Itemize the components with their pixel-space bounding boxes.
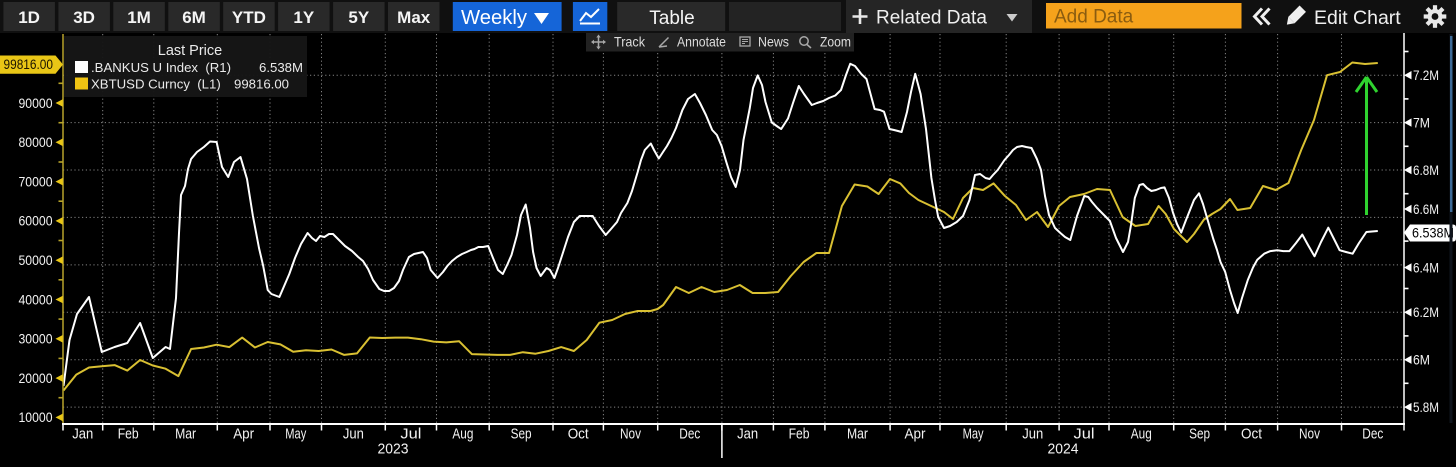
svg-text:60000: 60000 [19,214,53,229]
svg-text:Sep: Sep [1189,427,1210,443]
svg-text:99816.00: 99816.00 [234,77,289,92]
svg-text:May: May [285,427,307,443]
svg-text:6.6M: 6.6M [1413,202,1439,217]
svg-text:1Y: 1Y [293,8,314,27]
svg-text:Jul: Jul [1074,427,1095,443]
svg-text:Dec: Dec [679,427,700,443]
svg-text:XBTUSD Curncy (L1): XBTUSD Curncy (L1) [91,77,221,92]
svg-text:Annotate: Annotate [677,34,726,50]
svg-text:Dec: Dec [1362,427,1383,443]
svg-text:6.538M: 6.538M [259,60,303,75]
svg-text:Related Data: Related Data [876,8,987,29]
svg-text:80000: 80000 [19,135,53,150]
svg-text:Nov: Nov [620,427,642,443]
svg-text:Max: Max [397,8,431,27]
svg-text:Jul: Jul [400,427,421,443]
svg-text:Oct: Oct [1241,427,1262,443]
svg-text:Jun: Jun [343,427,364,443]
svg-text:Apr: Apr [905,427,926,443]
svg-text:News: News [758,34,789,50]
svg-text:Aug: Aug [1131,427,1152,443]
svg-text:20000: 20000 [19,371,53,386]
svg-text:6.538M: 6.538M [1412,226,1454,241]
svg-text:Apr: Apr [233,427,254,443]
svg-text:99816.00: 99816.00 [4,57,54,72]
svg-text:50000: 50000 [19,253,53,268]
svg-text:YTD: YTD [232,8,266,27]
svg-text:90000: 90000 [19,96,53,111]
svg-text:6.8M: 6.8M [1413,163,1439,178]
svg-text:6.4M: 6.4M [1413,260,1439,275]
svg-text:6M: 6M [1413,353,1430,368]
svg-text:Nov: Nov [1299,427,1321,443]
svg-text:6M: 6M [182,8,206,27]
svg-text:7M: 7M [1413,115,1430,130]
svg-text:30000: 30000 [19,332,53,347]
svg-text:1M: 1M [127,8,151,27]
svg-text:70000: 70000 [19,174,53,189]
svg-text:Jun: Jun [1022,427,1043,443]
svg-text:Jan: Jan [72,427,93,443]
svg-text:Mar: Mar [847,427,868,443]
svg-text:6.2M: 6.2M [1413,305,1439,320]
svg-text:Last Price: Last Price [158,43,222,59]
svg-text:Feb: Feb [118,427,139,443]
svg-text:Mar: Mar [175,427,196,443]
svg-text:7.2M: 7.2M [1413,68,1439,83]
svg-text:5Y: 5Y [348,8,369,27]
svg-text:5.8M: 5.8M [1413,400,1439,415]
svg-text:Add Data: Add Data [1054,7,1134,28]
svg-text:1D: 1D [18,8,40,27]
svg-text:Weekly: Weekly [461,7,527,29]
svg-text:40000: 40000 [19,292,53,307]
svg-text:2023: 2023 [378,442,409,458]
svg-text:Aug: Aug [452,427,473,443]
svg-text:Zoom: Zoom [820,34,851,50]
svg-text:2024: 2024 [1048,442,1079,458]
svg-text:10000: 10000 [19,410,53,425]
svg-text:Edit Chart: Edit Chart [1314,7,1401,29]
svg-text:3D: 3D [73,8,95,27]
svg-text:Track: Track [614,34,646,50]
svg-text:.BANKUS U Index (R1): .BANKUS U Index (R1) [91,60,231,75]
svg-text:May: May [963,427,985,443]
svg-text:Jan: Jan [737,427,758,443]
svg-text:Oct: Oct [568,427,589,443]
svg-text:Table: Table [649,8,694,29]
svg-text:Feb: Feb [789,427,810,443]
svg-text:Sep: Sep [511,427,532,443]
